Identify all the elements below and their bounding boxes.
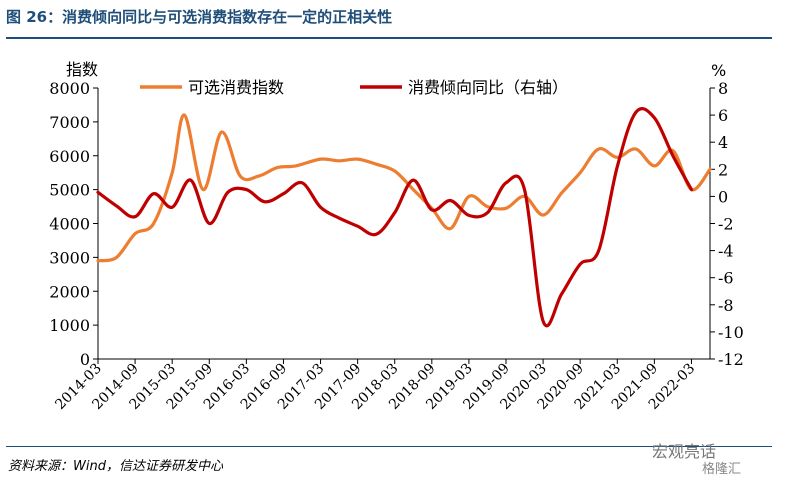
right-tick-label: -12	[718, 350, 744, 369]
right-tick-label: -8	[718, 296, 734, 315]
title-rule	[6, 37, 772, 39]
left-tick-label: 7000	[49, 113, 90, 132]
right-tick-label: -2	[718, 215, 734, 234]
left-tick-label: 5000	[49, 181, 90, 200]
series-line-2	[96, 107, 694, 328]
left-tick-label: 6000	[49, 147, 90, 166]
right-tick-label: 0	[718, 187, 728, 206]
left-unit-label: 指数	[66, 60, 98, 79]
chart-ticks: 0 1000 2000 3000 4000 5000 6000 7000 8000 -12 -10 -…	[49, 60, 743, 413]
right-tick-label: 8	[718, 79, 728, 98]
legend-label-2: 消费倾向同比（右轴）	[408, 78, 568, 97]
left-tick-label: 3000	[49, 248, 90, 267]
figure-title: 图 26：消费倾向同比与可选消费指数存在一定的正相关性	[6, 8, 393, 26]
right-tick-label: -4	[718, 242, 734, 261]
right-tick-label: -6	[718, 269, 734, 288]
source-note: 资料来源：Wind，信达证券研发中心	[8, 459, 223, 474]
right-unit-label: %	[711, 61, 726, 80]
watermark-secondary: 格隆汇	[702, 462, 742, 477]
legend-label-1: 可选消费指数	[188, 78, 284, 97]
left-tick-label: 0	[80, 350, 90, 369]
chart-legend: 可选消费指数 消费倾向同比（右轴）	[140, 78, 568, 97]
right-tick-label: -10	[718, 323, 744, 342]
watermark: 宏观亮话	[652, 442, 717, 461]
left-tick-label: 4000	[49, 215, 90, 234]
left-tick-label: 8000	[49, 79, 90, 98]
chart-lines	[96, 107, 712, 328]
right-tick-label: 2	[718, 160, 728, 179]
series-line-1	[96, 113, 712, 263]
right-tick-label: 6	[718, 106, 728, 125]
right-tick-label: 4	[718, 133, 728, 152]
left-tick-label: 1000	[49, 316, 90, 335]
footer-rule	[6, 446, 772, 447]
left-tick-label: 2000	[49, 282, 90, 301]
